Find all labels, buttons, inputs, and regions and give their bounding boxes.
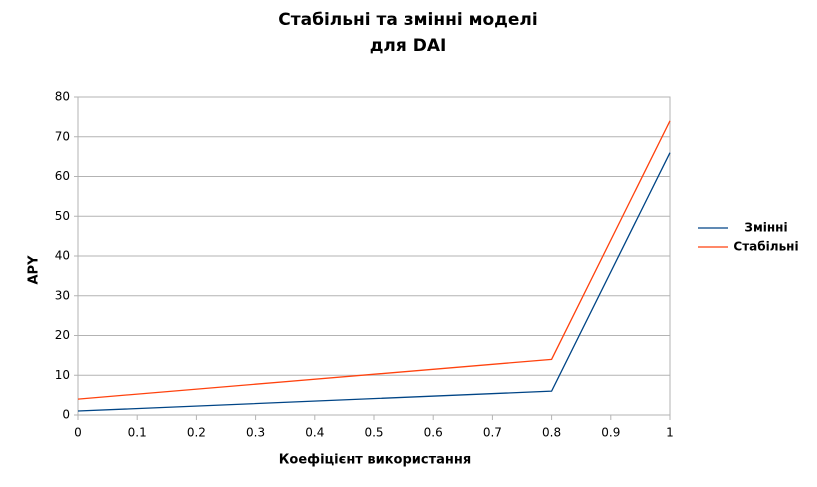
plot-border bbox=[77, 96, 671, 416]
legend-label: Змінні bbox=[744, 221, 787, 235]
y-tick-label: 10 bbox=[55, 368, 70, 382]
y-axis-title: APY bbox=[27, 255, 42, 285]
x-tick-label: 0.2 bbox=[187, 426, 206, 440]
x-tick-label: 0.8 bbox=[542, 426, 561, 440]
y-tick-label: 30 bbox=[55, 288, 70, 302]
y-tick-label: 50 bbox=[55, 209, 70, 223]
y-tick-label: 60 bbox=[55, 169, 70, 183]
series-line bbox=[77, 152, 671, 412]
y-tick-label: 70 bbox=[55, 129, 70, 143]
chart-title: Стабільні та змінні моделі bbox=[278, 10, 537, 30]
x-tick-label: 1 bbox=[666, 426, 674, 440]
x-tick-label: 0.6 bbox=[424, 426, 443, 440]
series-line bbox=[77, 120, 671, 400]
x-tick-label: 0.1 bbox=[128, 426, 147, 440]
x-axis-title: Коефіцієнт використання bbox=[279, 453, 471, 468]
x-tick-label: 0.9 bbox=[601, 426, 620, 440]
chart-title: для DAI bbox=[370, 36, 447, 56]
y-tick-label: 0 bbox=[62, 408, 70, 422]
x-tick-label: 0.3 bbox=[246, 426, 265, 440]
x-tick-label: 0.7 bbox=[483, 426, 502, 440]
legend-label: Стабільні bbox=[733, 240, 798, 254]
x-tick-label: 0.5 bbox=[364, 426, 383, 440]
y-tick-label: 40 bbox=[55, 249, 70, 263]
x-tick-label: 0.4 bbox=[305, 426, 324, 440]
y-tick-label: 80 bbox=[55, 90, 70, 104]
y-tick-label: 20 bbox=[55, 328, 70, 342]
x-tick-label: 0 bbox=[74, 426, 82, 440]
